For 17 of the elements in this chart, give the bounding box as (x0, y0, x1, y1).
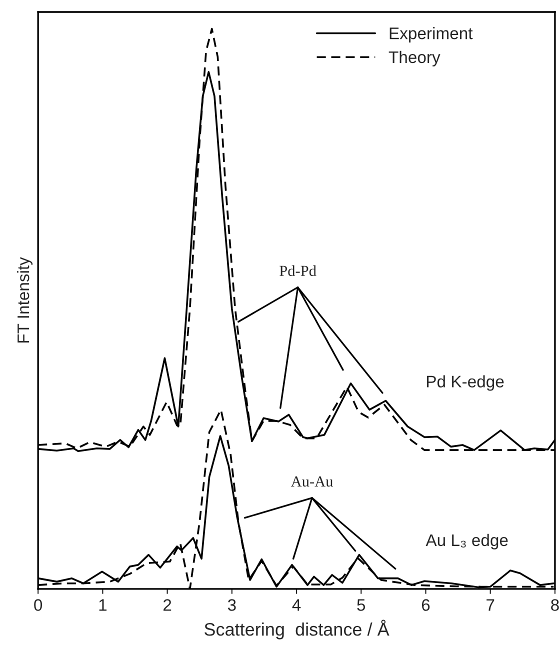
x-tick-label: 7 (486, 599, 494, 611)
x-tick-label: 2 (164, 599, 172, 611)
x-tick-label: 8 (551, 599, 559, 611)
annotation: Pd K-edge (427, 375, 504, 391)
x-tick-label: 6 (422, 599, 430, 611)
x-tick-label: 0 (34, 599, 42, 611)
legend-label: Experiment (390, 27, 473, 43)
x-axis-title: Scattering distance / Å (204, 620, 390, 640)
annotation: Au L₃ edge (426, 534, 508, 550)
x-tick-label: 4 (292, 599, 301, 611)
annotation: Au-Au (290, 476, 333, 487)
x-tick-label: 3 (228, 599, 236, 611)
legend-label: Theory (388, 50, 440, 66)
annotation: Pd-Pd (280, 265, 316, 276)
x-tick-label: 5 (357, 599, 366, 611)
y-axis-title: FT Intensity (16, 257, 33, 342)
x-tick-label: 1 (99, 599, 107, 611)
